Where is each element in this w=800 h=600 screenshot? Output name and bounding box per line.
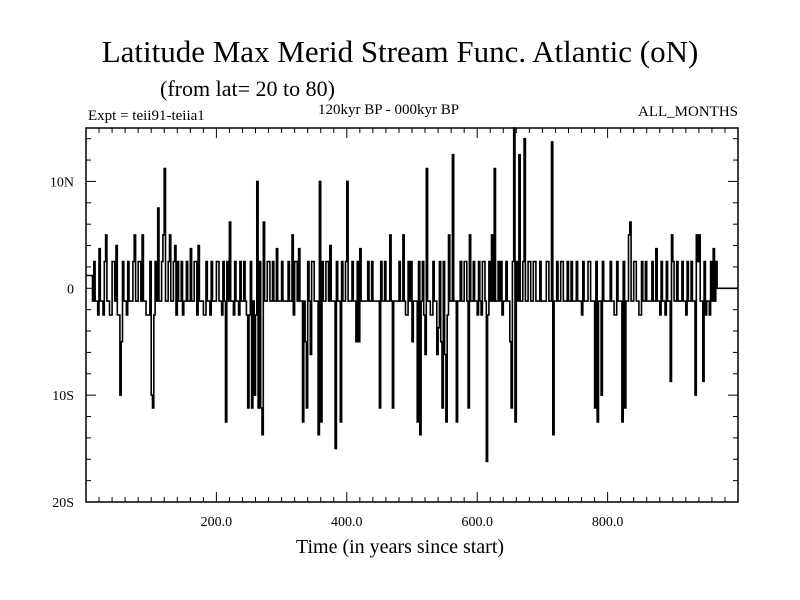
series-line [86,127,738,463]
period-label: 120kyr BP - 000kyr BP [318,102,460,118]
x-axis-label: Time (in years since start) [295,536,505,558]
y-tick-label: 20S [52,496,74,511]
chart-subtitle: (from lat= 20 to 80) [160,76,335,101]
x-tick-label: 400.0 [331,515,363,530]
chart-title: Latitude Max Merid Stream Func. Atlantic… [101,34,699,69]
x-tick-label: 200.0 [201,515,233,530]
months-label: ALL_MONTHS [638,104,738,120]
y-tick-label: 0 [67,282,74,297]
y-tick-label: 10N [50,175,74,190]
x-tick-label: 600.0 [461,515,493,530]
x-tick-label: 800.0 [592,515,624,530]
experiment-label: Expt = teii91-teiia1 [88,108,205,124]
series-layer [86,127,738,463]
ticks-layer: 200.0 400.0 600.0 800.0 10N 0 10S 20S [50,128,738,530]
y-tick-label: 10S [52,389,74,404]
